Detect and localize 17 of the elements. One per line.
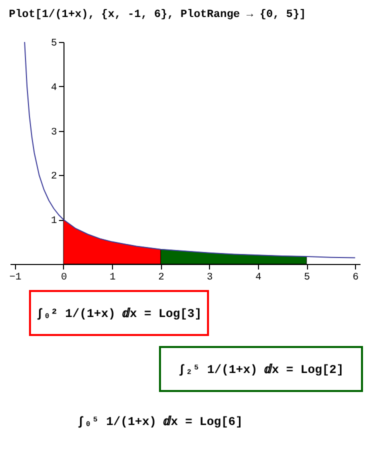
text: ∫₀² 1/(1+x) ⅆx = Log[3] bbox=[36, 307, 202, 321]
chart-title: Plot[1/(1+x), {x, -1, 6}, PlotRange → {0, 5}] bbox=[8, 9, 306, 21]
x-tick-label: −1 bbox=[9, 272, 22, 284]
x-tick-label: 5 bbox=[304, 272, 310, 284]
x-tick-label: 0 bbox=[60, 272, 67, 284]
y-tick-label: 1 bbox=[50, 216, 57, 228]
y-tick-label: 3 bbox=[50, 127, 57, 138]
y-tick-label: 2 bbox=[50, 172, 57, 183]
x-tick-label: 1 bbox=[110, 272, 116, 284]
x-tick-label: 2 bbox=[158, 272, 164, 284]
y-tick-label: 5 bbox=[50, 38, 57, 50]
x-tick-label: 6 bbox=[352, 272, 359, 284]
x-tick-label: 3 bbox=[206, 272, 213, 284]
y-tick-label: 4 bbox=[50, 82, 57, 94]
text: ∫₂⁵ 1/(1+x) ⅆx = Log[2] bbox=[178, 363, 344, 377]
text: ∫₀⁵ 1/(1+x) ⅆx = Log[6] bbox=[77, 415, 243, 429]
x-tick-label: 4 bbox=[255, 272, 262, 284]
